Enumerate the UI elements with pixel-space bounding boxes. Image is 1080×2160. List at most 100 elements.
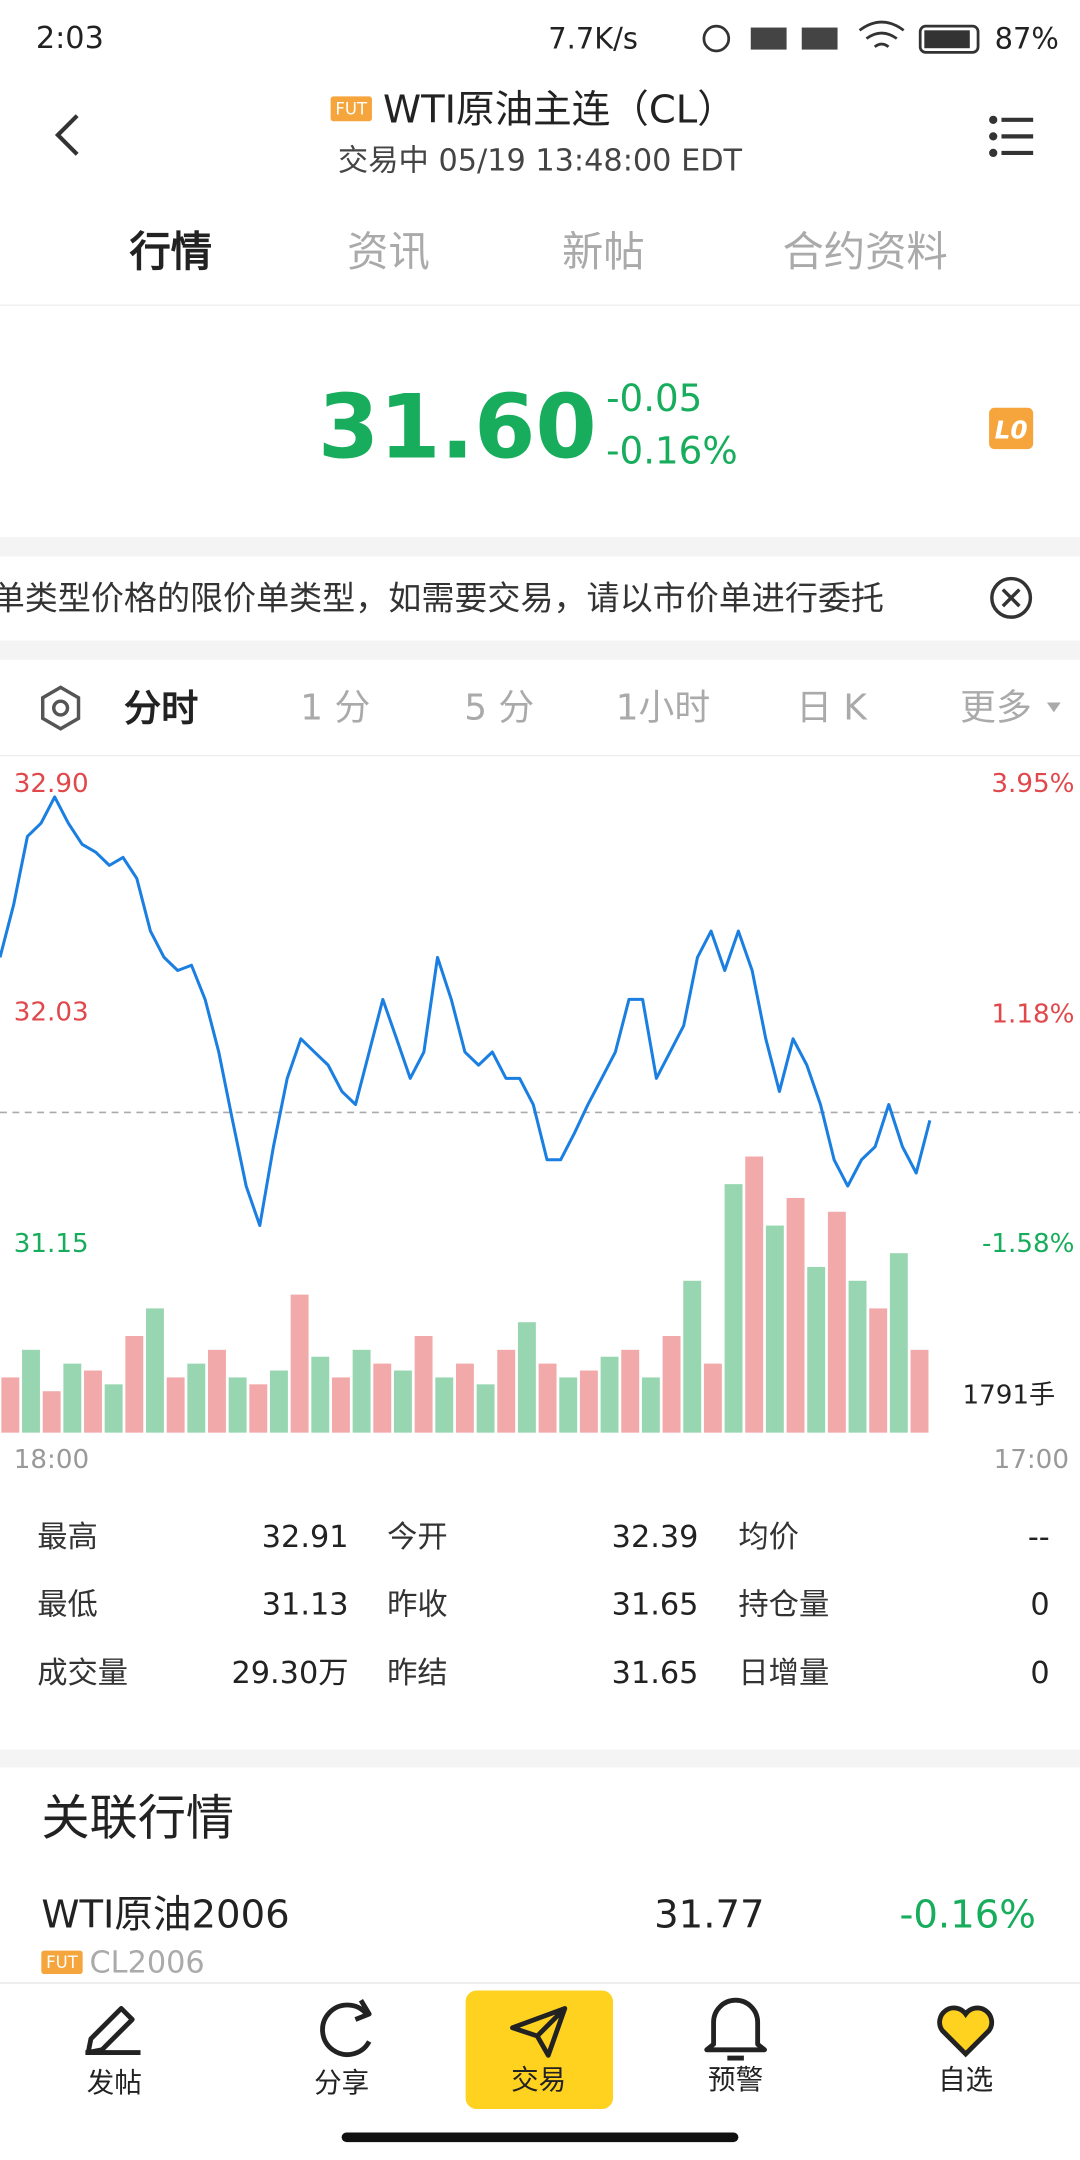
home-indicator (341, 2132, 739, 2143)
volume-bar (786, 1197, 805, 1433)
stat-value: -- (1028, 1520, 1050, 1555)
quote-change-pct: -0.16% (606, 428, 738, 472)
stat-label: 最高 (37, 1520, 98, 1555)
volume-bar (331, 1377, 350, 1433)
volume-bar (166, 1377, 185, 1433)
y2-tick-label: 1.18% (991, 999, 1074, 1029)
header-title: WTI原油主连（CL） (383, 88, 736, 133)
volume-bar (745, 1156, 764, 1433)
volume-bar (621, 1349, 640, 1433)
stat-value: 0 (1030, 1656, 1049, 1691)
trade-button-bg[interactable] (465, 1990, 614, 2110)
stat-label: 昨收 (387, 1587, 448, 1622)
nav-label[interactable]: 自选 (938, 2064, 993, 2096)
stat-label: 日增量 (738, 1656, 829, 1691)
x-tick-label: 18:00 (14, 1445, 89, 1475)
stat-label: 昨结 (387, 1656, 448, 1691)
fut-badge (330, 96, 372, 122)
y2-tick-label: -1.58% (982, 1229, 1075, 1259)
nav-label[interactable]: 交易 (511, 2064, 566, 2096)
volume-bar (290, 1294, 309, 1433)
stats-table: 最高 32.91 今开 32.39 均价 -- 最低 31.13 昨收 31.65 持仓量 0 成交量 2… (37, 1520, 1050, 1691)
fut-badge (41, 1950, 83, 1975)
volume-bar (641, 1377, 660, 1433)
volume-bar (352, 1349, 371, 1433)
notice-clip: 以限价单类型价格的限价单类型，如需要交易，请以市价单进行委托 (0, 578, 884, 617)
volume-bar (84, 1370, 102, 1433)
related-price: 31.77 (654, 1892, 764, 1937)
stat-label: 持仓量 (738, 1587, 829, 1622)
stat-value: 32.91 (262, 1520, 349, 1555)
tab[interactable]: 资讯 (347, 228, 430, 276)
volume-bar (848, 1280, 867, 1433)
divider (0, 754, 1080, 757)
fut-badge-text: FUT (335, 99, 368, 118)
period-tab[interactable]: 5 分 (464, 688, 534, 729)
related-title: 关联行情 (41, 1790, 234, 1846)
stat-value: 31.65 (612, 1656, 699, 1691)
level-badge[interactable] (989, 407, 1034, 450)
volume-bar (765, 1225, 784, 1433)
volume-bar (187, 1363, 206, 1433)
y-tick-label: 31.15 (14, 1229, 89, 1259)
stat-label: 成交量 (37, 1656, 128, 1691)
volume-bar (208, 1349, 226, 1433)
quote-change: -0.05 (606, 376, 702, 420)
intraday-chart: 32.90 32.03 31.15 3.95% 1.18% -1.58% (0, 769, 1080, 1433)
volume-bar (1, 1377, 20, 1433)
period-tab[interactable]: 日 K (796, 688, 868, 729)
separator (0, 640, 1080, 660)
related-code: CL2006 (90, 1946, 205, 1981)
volume-bar (724, 1184, 743, 1433)
stat-value: 32.39 (612, 1520, 699, 1555)
back-button[interactable] (54, 114, 79, 156)
stat-value: 29.30万 (231, 1656, 348, 1691)
stat-value: 0 (1030, 1587, 1049, 1622)
separator (0, 537, 1080, 557)
volume-bar (63, 1363, 82, 1433)
nav-label[interactable]: 发帖 (87, 2067, 142, 2099)
nav-label[interactable]: 预警 (708, 2064, 763, 2096)
nav-label[interactable]: 分享 (314, 2067, 369, 2099)
volume-bar (559, 1377, 578, 1433)
status-icons (702, 20, 980, 54)
stat-value: 31.65 (612, 1587, 699, 1622)
status-speed: 7.7K/s (548, 22, 638, 56)
menu-button[interactable] (989, 115, 1034, 158)
separator (0, 1749, 1080, 1768)
volume-bar (249, 1384, 268, 1433)
volume-bar (476, 1384, 495, 1433)
volume-bar (662, 1336, 681, 1433)
level-badge-text: L0 (995, 415, 1028, 444)
period-tab[interactable]: 1 分 (300, 688, 370, 729)
divider (0, 304, 1080, 306)
period-tab[interactable]: 更多 (960, 688, 1032, 729)
volume-bar (517, 1322, 536, 1433)
fut-badge-text: FUT (46, 1953, 79, 1972)
notice-close[interactable] (990, 576, 1033, 619)
period-tab[interactable]: 分时 (124, 686, 198, 730)
volume-bar (22, 1349, 40, 1433)
stat-label: 均价 (738, 1520, 799, 1555)
tab[interactable]: 新帖 (562, 228, 645, 276)
y2-tick-label: 3.95% (991, 769, 1074, 799)
volume-bar (455, 1363, 474, 1433)
volume-bar (827, 1211, 846, 1433)
volume-bar (146, 1308, 164, 1433)
stat-label: 今开 (387, 1520, 448, 1555)
status-battery: 87% (995, 22, 1059, 56)
related-name[interactable]: WTI原油2006 (41, 1892, 289, 1937)
tab[interactable]: 合约资料 (782, 228, 947, 276)
nav-icons (85, 1997, 767, 2061)
tab[interactable]: 行情 (130, 228, 213, 276)
y-tick-label: 32.90 (14, 769, 89, 799)
period-tab[interactable]: 1小时 (616, 688, 710, 729)
volume-bar (869, 1308, 888, 1433)
volume-bar (42, 1391, 61, 1433)
volume-bar (270, 1370, 288, 1433)
volume-bar (373, 1363, 392, 1433)
chart-settings[interactable] (40, 685, 81, 731)
volume-bar (683, 1280, 702, 1433)
volume-bar (910, 1349, 929, 1433)
